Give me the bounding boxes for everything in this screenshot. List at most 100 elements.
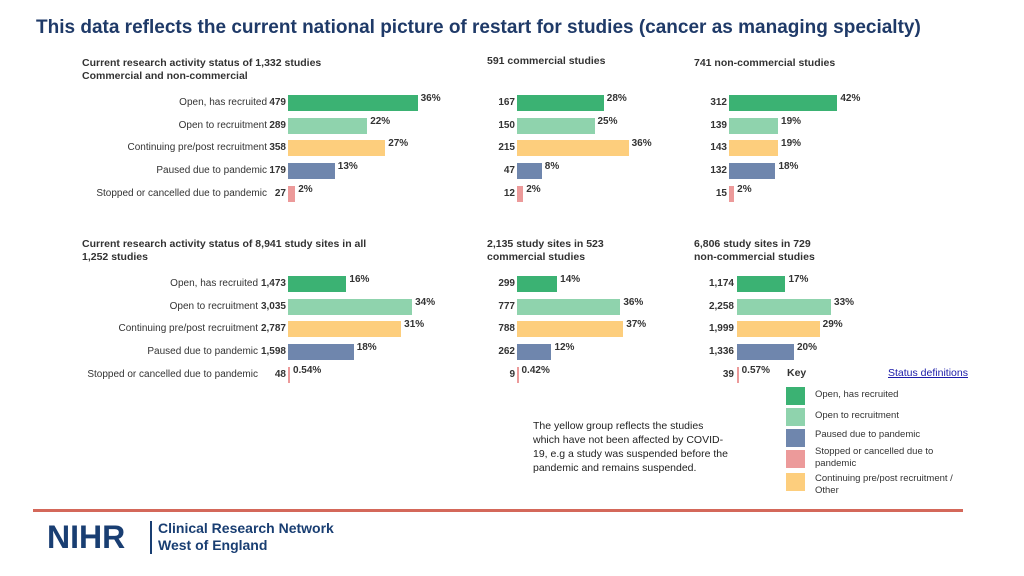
chart-4-value-paused: 1,598 [260,346,286,357]
chart-1-bar-continuing [288,140,386,156]
chart-1-bar-open-recruited [288,95,418,111]
key-swatch-open-recruited [786,387,805,405]
chart-1-label-open-to-recruitment: Open to recruitment [178,120,267,131]
chart-2-value-open-recruited: 167 [498,97,515,108]
chart-5-percent-continuing: 37% [626,319,647,330]
chart-1-label-stopped: Stopped or cancelled due to pandemic [96,188,267,199]
chart-2-bar-continuing [517,140,629,156]
chart-6-percent-open-recruited: 17% [788,274,809,285]
chart-4-value-stopped: 48 [274,369,286,380]
chart-2-bar-stopped [517,186,524,202]
key-swatch-continuing [786,473,805,491]
chart-2-percent-paused: 8% [544,161,560,172]
chart-3-percent-stopped: 2% [737,184,752,195]
chart-4-percent-open-to-recruitment: 34% [415,297,436,308]
chart-2-title: 591 commercial studies [487,55,605,68]
chart-5-bar-paused [517,344,552,360]
chart-1-bar-stopped [288,186,296,202]
chart-3-value-open-to-recruitment: 139 [710,120,727,131]
logo-line-1: Clinical Research Network [158,520,334,536]
chart-5-title-line: 2,135 study sites in 523 [487,238,604,250]
chart-4-label-continuing: Continuing pre/post recruitment [118,323,258,334]
chart-5-value-continuing: 788 [498,323,515,334]
chart-6-value-open-to-recruitment: 2,258 [708,301,734,312]
status-definitions-link[interactable]: Status definitions [888,367,968,379]
chart-3-percent-open-to-recruitment: 19% [781,116,802,127]
key-title: Key [787,367,807,379]
chart-3-bar-open-to-recruitment [729,118,779,134]
chart-4-subtitle: 1,252 studies [82,251,148,263]
chart-5-bar-continuing [517,321,624,337]
chart-3-bar-continuing [729,140,779,156]
chart-3-title: 741 non-commercial studies [694,57,835,70]
chart-5-percent-stopped: 0.42% [521,365,550,376]
chart-2-bar-open-to-recruitment [517,118,595,134]
page-title: This data reflects the current national … [36,17,921,38]
chart-1-bar-paused [288,163,335,179]
chart-4-label-paused: Paused due to pandemic [147,346,258,357]
chart-2-value-paused: 47 [503,165,515,176]
chart-4-bar-paused [288,344,354,360]
chart-1-percent-open-recruited: 36% [420,93,441,104]
chart-3-bar-open-recruited [729,95,838,111]
yellow-group-note: The yellow group reflects the studies wh… [533,420,728,474]
chart-6-value-stopped: 39 [722,369,734,380]
chart-6-percent-open-to-recruitment: 33% [834,297,855,308]
chart-6-value-open-recruited: 1,174 [708,278,734,289]
chart-6-bar-continuing [737,321,820,337]
chart-2-bar-open-recruited [517,95,604,111]
chart-4-percent-paused: 18% [356,342,377,353]
chart-4-percent-stopped: 0.54% [292,365,322,376]
chart-2-title-line: 591 commercial studies [487,55,606,67]
chart-3-value-paused: 132 [710,165,727,176]
chart-6-value-paused: 1,336 [708,346,734,357]
chart-5-value-open-recruited: 299 [498,278,515,289]
chart-6-percent-continuing: 29% [822,319,843,330]
key-swatch-paused [786,429,805,447]
chart-4-bar-continuing [288,321,402,337]
logo-separator [150,521,152,554]
chart-1-percent-continuing: 27% [388,138,409,149]
chart-5-percent-open-recruited: 14% [560,274,581,285]
chart-4-label-open-to-recruitment: Open to recruitment [169,301,258,312]
chart-2-value-open-to-recruitment: 150 [498,120,515,131]
chart-6-value-continuing: 1,999 [708,323,734,334]
chart-1-title-line: Current research activity status of 1,33… [82,57,322,69]
chart-3-title-line: 741 non-commercial studies [694,57,836,69]
chart-6-subtitle: non-commercial studies [694,251,815,263]
chart-1-value-continuing: 358 [269,142,286,153]
chart-3-value-stopped: 15 [715,188,727,199]
chart-4-title: Current research activity status of 8,94… [82,238,366,264]
chart-5-bar-open-recruited [517,276,558,292]
chart-4-label-stopped: Stopped or cancelled due to pandemic [87,369,258,380]
chart-3-percent-paused: 18% [778,161,799,172]
chart-6-percent-stopped: 0.57% [741,365,770,376]
chart-2-percent-continuing: 36% [631,138,652,149]
chart-5-percent-open-to-recruitment: 36% [623,297,644,308]
chart-4-bar-stopped [288,367,290,383]
chart-6-bar-stopped [737,367,739,383]
key-label-paused: Paused due to pandemic [815,429,921,440]
chart-5-bar-stopped [517,367,519,383]
chart-1-label-paused: Paused due to pandemic [156,165,267,176]
chart-6-bar-open-to-recruitment [737,299,832,315]
chart-6-bar-paused [737,344,794,360]
chart-3-percent-open-recruited: 42% [840,93,861,104]
chart-4-value-open-recruited: 1,473 [260,278,286,289]
footer-divider [33,509,963,512]
chart-4-label-open-recruited: Open, has recruited [170,278,258,289]
chart-3-bar-paused [729,163,776,179]
chart-5-value-stopped: 9 [509,369,515,380]
key-label-stopped: Stopped or cancelled due to pandemic [815,446,934,469]
logo-line-2: West of England [158,537,268,553]
chart-3-percent-continuing: 19% [781,138,802,149]
chart-2-percent-open-to-recruitment: 25% [597,116,618,127]
chart-1-label-open-recruited: Open, has recruited [179,97,267,108]
chart-3-bar-stopped [729,186,735,202]
key-swatch-stopped [786,450,805,468]
chart-4-title-line: Current research activity status of 8,94… [82,238,367,250]
chart-5-value-open-to-recruitment: 777 [498,301,515,312]
key-swatch-open-to-recruitment [786,408,805,426]
chart-2-bar-paused [517,163,542,179]
key-label-open-recruited: Open, has recruited [815,389,899,400]
